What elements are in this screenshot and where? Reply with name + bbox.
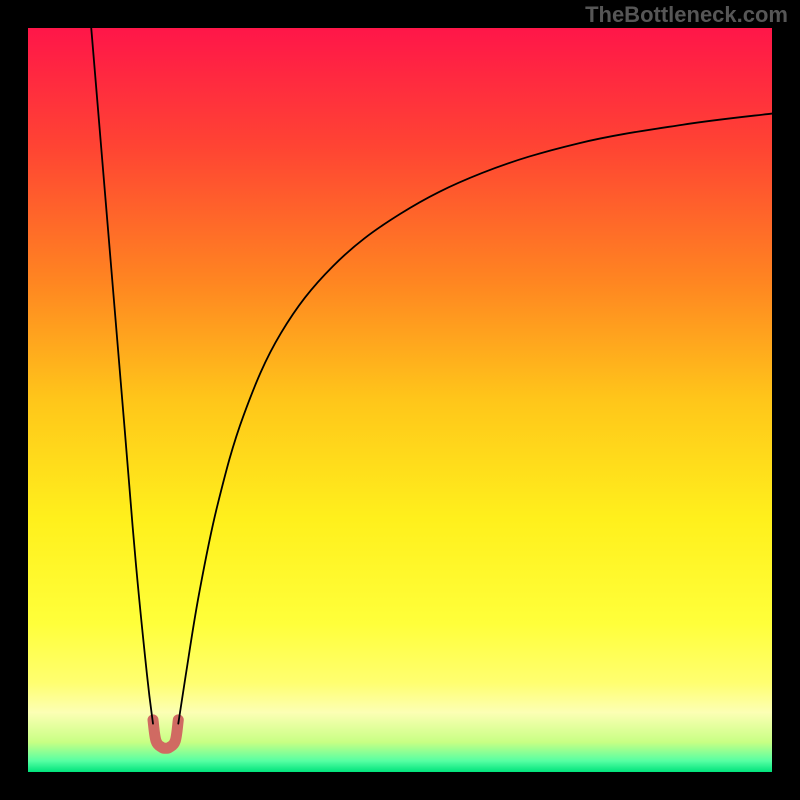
plot-background <box>28 28 772 772</box>
bottleneck-chart <box>0 0 800 800</box>
chart-container: TheBottleneck.com <box>0 0 800 800</box>
